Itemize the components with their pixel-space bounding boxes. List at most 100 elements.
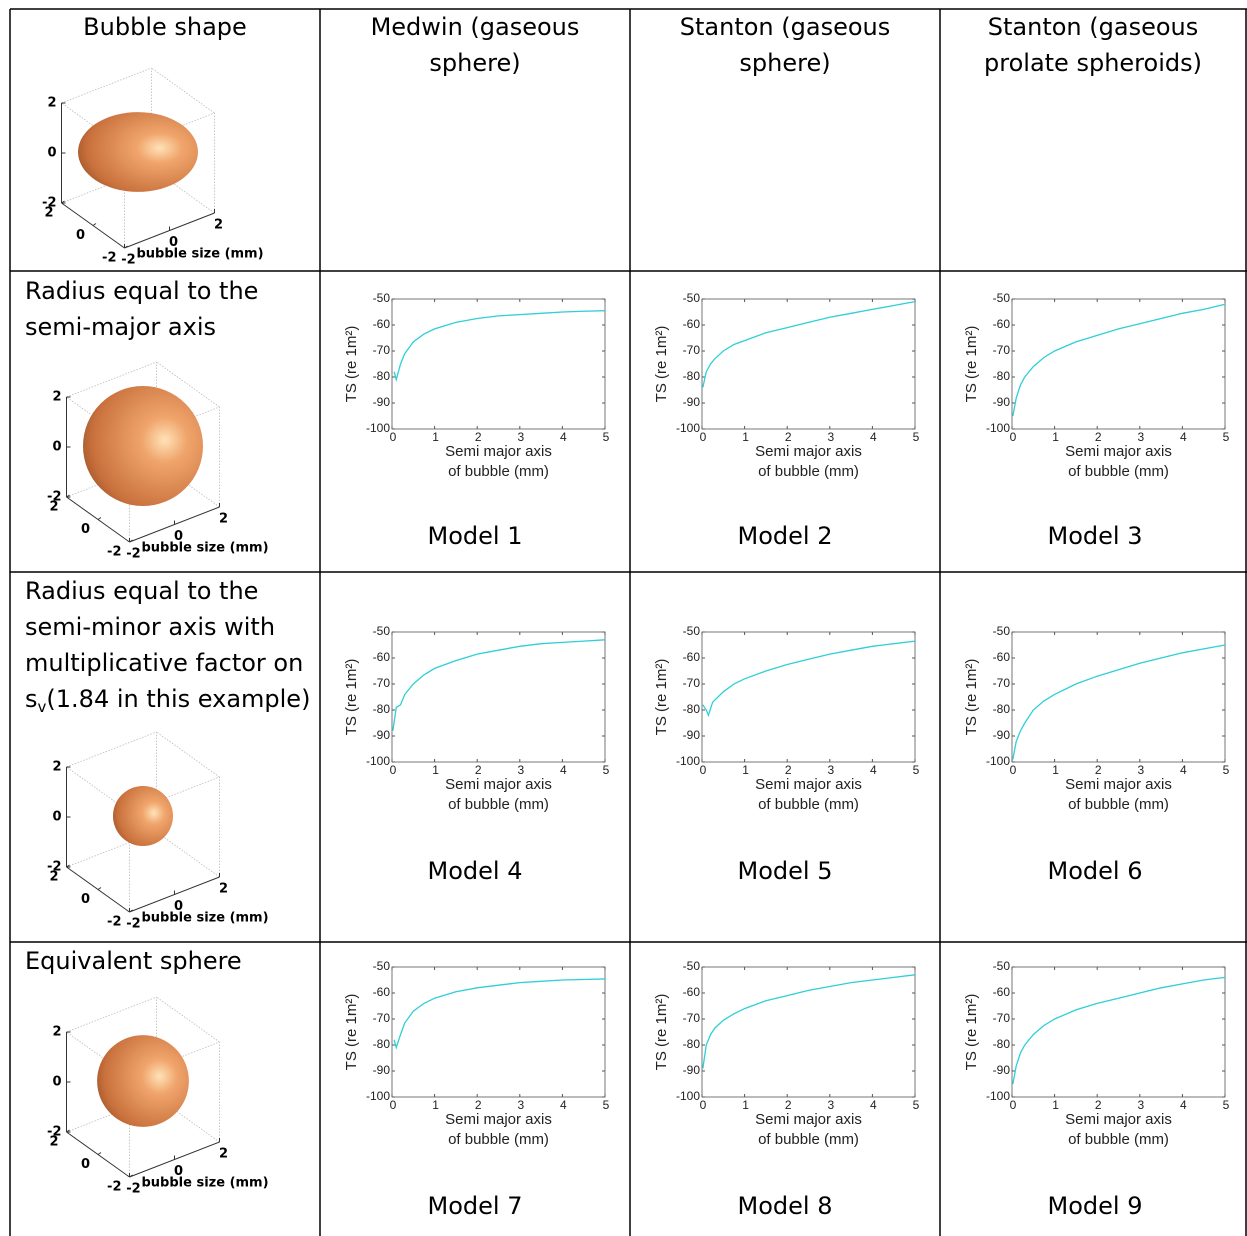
chart-title: Model 7 bbox=[428, 1192, 523, 1220]
x-tick-label: 4 bbox=[560, 430, 567, 444]
bubble bbox=[97, 1035, 189, 1127]
y-tick-label: -70 bbox=[993, 676, 1011, 690]
column-header: Bubble shape bbox=[83, 13, 247, 41]
chart-title: Model 4 bbox=[428, 857, 523, 885]
x-axis-label: of bubble (mm) bbox=[758, 796, 859, 813]
row-label: Radius equal to the bbox=[25, 577, 258, 605]
x-axis-label: Semi major axis bbox=[445, 776, 552, 793]
y-tick-label: -50 bbox=[683, 291, 701, 305]
y-tick-label: -70 bbox=[993, 1011, 1011, 1025]
row-label-part: s bbox=[25, 685, 38, 713]
y-tick-label: -50 bbox=[683, 959, 701, 973]
y-tick-label: -50 bbox=[373, 959, 391, 973]
y-tick-label: 2 bbox=[49, 500, 58, 515]
y-tick-label: -100 bbox=[676, 421, 700, 435]
z-tick-label: 0 bbox=[47, 146, 56, 161]
x-tick-label: 5 bbox=[913, 430, 920, 444]
y-tick-label: -80 bbox=[683, 702, 701, 716]
y-tick-label: -70 bbox=[993, 343, 1011, 357]
x-tick-label: 1 bbox=[432, 763, 439, 777]
y-tick bbox=[98, 888, 101, 890]
y-tick-label: 0 bbox=[81, 892, 90, 907]
plot-box bbox=[392, 967, 605, 1097]
chart-title: Model 8 bbox=[738, 1192, 833, 1220]
x-axis-label: bubble size (mm) bbox=[137, 247, 264, 262]
column-header: sphere) bbox=[739, 49, 830, 77]
x-tick-label: -2 bbox=[126, 917, 140, 932]
x-tick-label: 1 bbox=[742, 1098, 749, 1112]
x-tick-label: -2 bbox=[126, 547, 140, 562]
y-axis-label: TS (re 1m²) bbox=[343, 659, 360, 736]
chart-title: Model 5 bbox=[738, 857, 833, 885]
x-axis-label: Semi major axis bbox=[755, 1111, 862, 1128]
y-tick-label: -60 bbox=[373, 317, 391, 331]
box-edge bbox=[67, 732, 157, 767]
chart-title: Model 9 bbox=[1048, 1192, 1143, 1220]
box-edge bbox=[157, 832, 220, 877]
row-label: semi-major axis bbox=[25, 313, 216, 341]
y-tick-label: -60 bbox=[993, 317, 1011, 331]
z-tick-label: 0 bbox=[52, 810, 61, 825]
x-axis-label: of bubble (mm) bbox=[1068, 463, 1169, 480]
x-tick-label: 1 bbox=[1052, 1098, 1059, 1112]
box-edge bbox=[157, 732, 220, 777]
row-label: sv(1.84 in this example) bbox=[25, 685, 310, 716]
figure-table: Bubble shapeMedwin (gaseoussphere)Stanto… bbox=[0, 0, 1247, 1236]
x-tick-label: 0 bbox=[700, 763, 707, 777]
plot-box bbox=[702, 632, 915, 762]
row-label: semi-minor axis with bbox=[25, 613, 275, 641]
y-tick-label: 2 bbox=[49, 870, 58, 885]
x-tick-label: 4 bbox=[870, 763, 877, 777]
y-tick-label: 0 bbox=[81, 522, 90, 537]
y-tick-label: -50 bbox=[373, 624, 391, 638]
y-tick-label: -90 bbox=[993, 1063, 1011, 1077]
x-tick-label: 5 bbox=[1223, 1098, 1230, 1112]
x-tick-label: 4 bbox=[1180, 763, 1187, 777]
y-tick-label: -70 bbox=[683, 676, 701, 690]
y-tick bbox=[93, 224, 96, 226]
y-tick-label: -90 bbox=[683, 728, 701, 742]
x-tick-label: 1 bbox=[1052, 430, 1059, 444]
y-tick-label: -90 bbox=[993, 728, 1011, 742]
x-tick-label: 5 bbox=[603, 430, 610, 444]
chart-title: Model 3 bbox=[1048, 522, 1143, 550]
y-tick-label: -80 bbox=[373, 369, 391, 383]
row-label: Equivalent sphere bbox=[25, 947, 242, 975]
bubble bbox=[78, 112, 198, 192]
y-tick-label: -60 bbox=[683, 650, 701, 664]
row-label-subscript: v bbox=[38, 698, 47, 716]
x-tick-label: 5 bbox=[603, 763, 610, 777]
y-tick-label: -80 bbox=[993, 369, 1011, 383]
y-tick-label: -2 bbox=[102, 251, 116, 266]
y-axis-label: TS (re 1m²) bbox=[963, 659, 980, 736]
column-header: Stanton (gaseous bbox=[680, 13, 890, 41]
x-axis-label: Semi major axis bbox=[755, 776, 862, 793]
y-tick-label: -2 bbox=[107, 545, 121, 560]
x-tick-label: -2 bbox=[126, 1182, 140, 1197]
y-tick-label: -80 bbox=[683, 369, 701, 383]
y-tick-label: 2 bbox=[49, 1135, 58, 1150]
y-tick-label: -70 bbox=[373, 676, 391, 690]
plot-box bbox=[392, 299, 605, 429]
x-tick-label: 5 bbox=[1223, 763, 1230, 777]
y-tick-label: -100 bbox=[986, 1089, 1010, 1103]
x-tick-label: 4 bbox=[870, 430, 877, 444]
y-tick-label: -70 bbox=[683, 343, 701, 357]
x-axis-label: of bubble (mm) bbox=[1068, 796, 1169, 813]
x-tick-label: 0 bbox=[700, 430, 707, 444]
plot-box bbox=[1012, 299, 1225, 429]
x-tick-label: 5 bbox=[603, 1098, 610, 1112]
x-axis-label: of bubble (mm) bbox=[758, 463, 859, 480]
x-axis-label: of bubble (mm) bbox=[448, 1131, 549, 1148]
y-tick-label: -90 bbox=[993, 395, 1011, 409]
x-axis-label: bubble size (mm) bbox=[142, 541, 269, 556]
y-tick-label: -70 bbox=[373, 1011, 391, 1025]
y-axis-label: TS (re 1m²) bbox=[963, 994, 980, 1071]
x-tick-label: 4 bbox=[1180, 1098, 1187, 1112]
row-label: Radius equal to the bbox=[25, 277, 258, 305]
x-tick-label: 2 bbox=[219, 512, 228, 527]
x-axis-label: bubble size (mm) bbox=[142, 1176, 269, 1191]
x-axis-label: Semi major axis bbox=[445, 1111, 552, 1128]
plot-box bbox=[702, 967, 915, 1097]
y-tick-label: -60 bbox=[373, 650, 391, 664]
